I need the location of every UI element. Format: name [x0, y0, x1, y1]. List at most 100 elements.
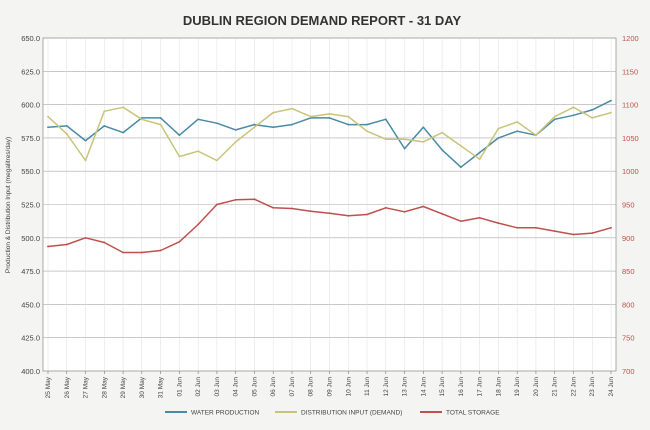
- data-point-distribution-input-demand: [366, 130, 368, 133]
- data-point-total-storage: [253, 198, 256, 201]
- chart-title: DUBLIN REGION DEMAND REPORT - 31 DAY: [183, 13, 462, 28]
- data-point-water-production: [459, 166, 462, 169]
- series-group: [47, 99, 612, 254]
- data-point-distribution-input-demand: [47, 115, 49, 118]
- y-tick-label-right: 1200: [622, 34, 639, 43]
- data-point-total-storage: [65, 243, 68, 246]
- x-tick-label: 04 Jun: [233, 377, 240, 397]
- y-tick-label-right: 800: [622, 300, 635, 309]
- data-point-water-production: [122, 131, 124, 134]
- data-point-distribution-input-demand: [234, 140, 237, 143]
- data-point-distribution-input-demand: [328, 113, 331, 115]
- y-tick-label-right: 750: [622, 334, 635, 343]
- data-point-distribution-input-demand: [384, 138, 387, 141]
- y-tick-label-left: 625.0: [21, 67, 40, 76]
- data-point-distribution-input-demand: [610, 111, 612, 114]
- data-point-water-production: [441, 148, 443, 151]
- y-tick-label-left: 650.0: [21, 34, 40, 43]
- y-axis-label: Production & Distribution Input (megalit…: [5, 137, 12, 273]
- data-point-total-storage: [216, 203, 218, 206]
- data-point-water-production: [234, 129, 237, 131]
- data-point-distribution-input-demand: [422, 140, 425, 143]
- y-tick-label-left: 450.0: [21, 300, 40, 309]
- data-point-total-storage: [366, 213, 368, 216]
- y-axis-right: 700 750 800 850 900 950 1000 1050 1100 1150 1200: [622, 34, 639, 376]
- data-point-water-production: [422, 126, 425, 129]
- grid: [43, 37, 616, 372]
- data-point-distribution-input-demand: [65, 133, 68, 135]
- y-tick-label-right: 1000: [622, 167, 639, 176]
- data-point-distribution-input-demand: [497, 127, 500, 130]
- data-point-total-storage: [291, 207, 293, 210]
- data-point-water-production: [403, 147, 406, 150]
- data-point-distribution-input-demand: [535, 134, 537, 137]
- x-tick-label: 12 Jun: [383, 377, 390, 397]
- legend: WATER PRODUCTION DISTRIBUTION INPUT (DEMA…: [165, 410, 500, 417]
- x-tick-label: 30 May: [139, 376, 146, 398]
- data-point-water-production: [497, 137, 500, 139]
- data-point-water-production: [197, 118, 200, 121]
- data-point-total-storage: [422, 205, 425, 208]
- y-tick-label-left: 575.0: [21, 134, 40, 143]
- data-point-total-storage: [459, 220, 462, 223]
- x-tick-label: 25 May: [45, 376, 52, 398]
- data-point-distribution-input-demand: [591, 117, 594, 119]
- x-tick-label: 10 Jun: [345, 377, 352, 397]
- data-point-distribution-input-demand: [159, 123, 162, 126]
- data-point-water-production: [103, 125, 106, 127]
- y-axis-left: 400.0 425.0 450.0 475.0 500.0 525.0 550.0 575.0…: [21, 34, 40, 376]
- y-tick-label-right: 950: [622, 201, 635, 210]
- y-tick-label-left: 425.0: [21, 334, 40, 343]
- y-tick-label-right: 900: [622, 234, 635, 243]
- data-point-total-storage: [591, 232, 594, 235]
- data-point-total-storage: [197, 223, 200, 226]
- data-point-total-storage: [384, 206, 387, 209]
- data-point-water-production: [159, 117, 162, 119]
- data-point-water-production: [384, 118, 387, 121]
- x-tick-label: 03 Jun: [214, 377, 221, 397]
- data-point-water-production: [591, 109, 594, 111]
- x-tick-label: 20 Jun: [533, 377, 540, 397]
- x-tick-label: 05 Jun: [251, 377, 258, 397]
- data-point-distribution-input-demand: [272, 111, 275, 114]
- data-point-water-production: [65, 125, 68, 127]
- data-point-distribution-input-demand: [103, 110, 106, 113]
- y-tick-label-left: 400.0: [21, 367, 40, 376]
- x-tick-label: 09 Jun: [327, 377, 334, 397]
- data-point-distribution-input-demand: [291, 107, 293, 110]
- legend-label: WATER PRODUCTION: [191, 410, 260, 417]
- x-tick-label: 14 Jun: [420, 377, 427, 397]
- data-point-total-storage: [103, 241, 106, 244]
- x-tick-label: 16 Jun: [458, 377, 465, 397]
- data-point-total-storage: [328, 212, 331, 215]
- data-point-total-storage: [272, 206, 275, 209]
- data-point-water-production: [347, 123, 350, 126]
- data-point-water-production: [328, 117, 331, 119]
- data-point-distribution-input-demand: [516, 121, 519, 123]
- data-point-total-storage: [403, 210, 406, 213]
- data-point-total-storage: [610, 226, 612, 229]
- data-point-distribution-input-demand: [197, 150, 200, 153]
- data-point-total-storage: [441, 212, 443, 215]
- x-tick-label: 31 May: [158, 376, 165, 398]
- x-tick-label: 29 May: [120, 376, 127, 398]
- data-point-total-storage: [84, 236, 87, 239]
- data-point-water-production: [516, 130, 519, 133]
- data-point-distribution-input-demand: [309, 115, 312, 118]
- y-tick-label-right: 1100: [622, 101, 638, 110]
- data-point-distribution-input-demand: [572, 106, 575, 109]
- x-tick-label: 23 Jun: [589, 377, 596, 397]
- data-point-distribution-input-demand: [459, 144, 462, 147]
- y-tick-label-left: 550.0: [21, 167, 40, 176]
- data-point-total-storage: [234, 198, 237, 201]
- legend-label: DISTRIBUTION INPUT (DEMAND): [301, 410, 402, 417]
- x-tick-label: 17 Jun: [477, 377, 484, 397]
- x-tick-label: 22 Jun: [570, 377, 577, 397]
- data-point-distribution-input-demand: [403, 138, 406, 141]
- data-point-water-production: [366, 123, 368, 126]
- x-tick-label: 01 Jun: [176, 377, 183, 397]
- x-tick-label: 19 Jun: [514, 377, 521, 397]
- x-tick-label: 07 Jun: [289, 377, 296, 397]
- data-point-total-storage: [347, 214, 350, 217]
